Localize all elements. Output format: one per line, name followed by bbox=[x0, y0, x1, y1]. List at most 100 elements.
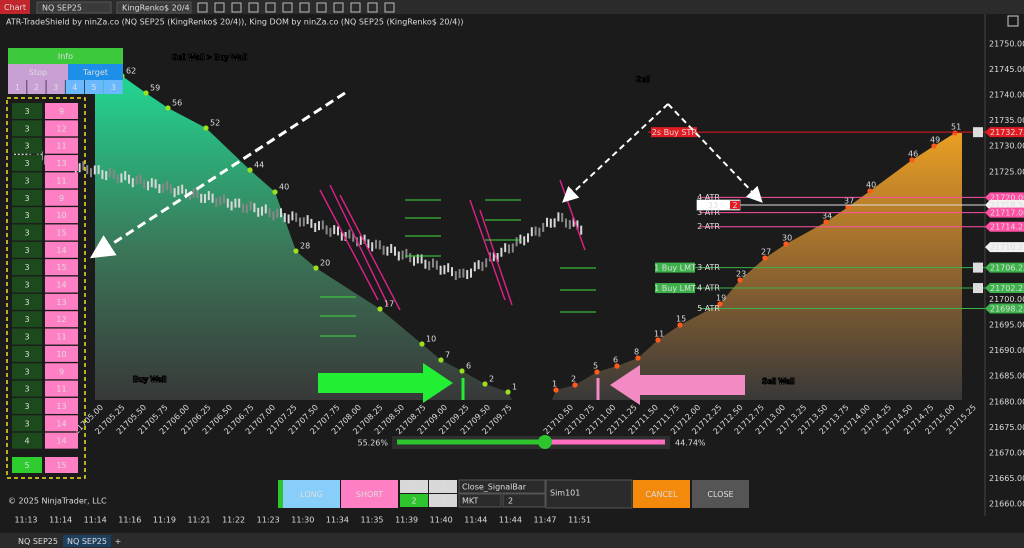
account-select[interactable] bbox=[545, 479, 633, 509]
info-header-label: Info bbox=[58, 52, 73, 61]
wall-point bbox=[823, 219, 829, 225]
time-tick-label: 11:39 bbox=[395, 516, 418, 525]
level-cell-label: 2 bbox=[34, 83, 39, 92]
candle bbox=[135, 175, 138, 185]
cancel-button[interactable] bbox=[633, 480, 690, 508]
candle bbox=[90, 168, 92, 178]
level-cell bbox=[104, 80, 123, 94]
quantity-button-label[interactable]: 2 bbox=[411, 497, 416, 506]
limit-order-tag-label[interactable]: 1 Buy LMT bbox=[654, 264, 696, 273]
dom-sell-cell-label: 13 bbox=[56, 298, 66, 307]
dom-sell-cell-label: 9 bbox=[59, 107, 64, 116]
quantity-button[interactable] bbox=[400, 494, 428, 507]
strategy-select[interactable] bbox=[458, 479, 546, 494]
close-button-label[interactable]: CLOSE bbox=[707, 490, 733, 499]
dom-sell-cell-label: 14 bbox=[56, 419, 66, 428]
close-order-button[interactable] bbox=[973, 127, 983, 138]
chart-tab-label[interactable]: Chart bbox=[4, 3, 26, 12]
instrument-tab-label[interactable]: NQ SEP25 bbox=[18, 537, 58, 546]
price-marker bbox=[985, 127, 1024, 138]
dom-sell-cell bbox=[45, 259, 78, 276]
dom-buy-cell-label: 3 bbox=[24, 176, 29, 185]
wall-point bbox=[165, 105, 171, 111]
candle bbox=[101, 170, 104, 180]
candle bbox=[226, 198, 229, 208]
dom-sell-cell bbox=[45, 207, 78, 224]
candle bbox=[504, 243, 507, 253]
close-order-button[interactable] bbox=[973, 283, 983, 294]
instrument-tab[interactable] bbox=[14, 535, 62, 547]
short-button-label[interactable]: SHORT bbox=[356, 490, 383, 499]
chart-tab[interactable] bbox=[0, 0, 30, 14]
dom-total-sell bbox=[45, 457, 78, 473]
dom-sell-cell-label: 10 bbox=[56, 350, 66, 359]
balance-handle[interactable] bbox=[538, 435, 552, 449]
time-tick-label: 11:47 bbox=[533, 516, 556, 525]
sell-wall-label: 11 bbox=[654, 330, 664, 339]
instrument-tab-label[interactable]: + bbox=[115, 537, 122, 546]
close-order-button[interactable] bbox=[973, 262, 983, 273]
toolbar-icon[interactable] bbox=[333, 2, 344, 13]
toolbar-icon[interactable] bbox=[265, 2, 276, 13]
wall-point bbox=[505, 389, 511, 395]
wall-point bbox=[867, 188, 873, 194]
instrument-select[interactable] bbox=[36, 1, 112, 14]
dom-sell-cell-label: 15 bbox=[56, 263, 66, 272]
candle bbox=[215, 197, 218, 207]
quantity-button[interactable] bbox=[400, 480, 428, 493]
atr-label: 3 ATR bbox=[697, 208, 720, 217]
quantity-button-label[interactable]: 3 bbox=[440, 483, 445, 492]
toolbar-icon[interactable] bbox=[299, 2, 310, 13]
toolbar-icon[interactable] bbox=[316, 2, 327, 13]
toolbar-icon[interactable] bbox=[350, 2, 361, 13]
toolbar-icon[interactable] bbox=[231, 2, 242, 13]
stop-order-tag[interactable] bbox=[651, 127, 697, 138]
toolbar-icon[interactable] bbox=[248, 2, 259, 13]
sell-wall-label: 19 bbox=[716, 294, 726, 303]
dom-sell-cell bbox=[45, 155, 78, 172]
long-button[interactable] bbox=[283, 480, 340, 508]
price-tick-label: 21695.00 bbox=[989, 321, 1024, 330]
quantity-button[interactable] bbox=[429, 494, 457, 507]
time-tick-label: 11:51 bbox=[568, 516, 591, 525]
toolbar-icon[interactable] bbox=[282, 2, 293, 13]
candle bbox=[181, 184, 184, 194]
toolbar-icon[interactable] bbox=[384, 2, 395, 13]
candle bbox=[546, 217, 548, 227]
price-marker-label: 21706.25 bbox=[990, 264, 1024, 273]
candle bbox=[401, 250, 404, 260]
toolbar-icon[interactable] bbox=[367, 2, 378, 13]
limit-order-tag[interactable] bbox=[655, 283, 695, 294]
trend-line bbox=[319, 189, 379, 301]
order-type-select[interactable] bbox=[458, 493, 502, 508]
limit-order-tag-label[interactable]: 1 Buy LMT bbox=[654, 284, 696, 293]
instrument-tab-label[interactable]: NQ SEP25 bbox=[67, 537, 107, 546]
dom-buy-cell bbox=[12, 172, 42, 189]
long-button-label[interactable]: LONG bbox=[300, 490, 323, 499]
quantity-input[interactable] bbox=[502, 493, 546, 508]
quantity-button-label[interactable]: 4 bbox=[440, 497, 445, 506]
bartype-select[interactable] bbox=[116, 1, 192, 14]
candle bbox=[470, 268, 472, 278]
quantity-button[interactable] bbox=[429, 480, 457, 493]
instrument-tab[interactable] bbox=[112, 535, 124, 547]
short-button[interactable] bbox=[341, 480, 398, 508]
price-tick-label: 21730.00 bbox=[989, 142, 1024, 151]
toolbar-icon[interactable] bbox=[214, 2, 225, 13]
candle bbox=[424, 259, 427, 269]
dom-sell-cell bbox=[45, 241, 78, 258]
instrument-tab[interactable] bbox=[63, 535, 111, 547]
quantity-button-label[interactable]: 1 bbox=[411, 483, 416, 492]
close-button[interactable] bbox=[692, 480, 749, 508]
level-cell bbox=[8, 80, 27, 94]
time-tick-label: 11:16 bbox=[118, 516, 141, 525]
cancel-button-label[interactable]: CANCEL bbox=[645, 490, 678, 499]
candle bbox=[363, 234, 366, 244]
tab-bar bbox=[0, 533, 1024, 548]
limit-order-tag[interactable] bbox=[655, 262, 695, 273]
toolbar-icon[interactable] bbox=[197, 2, 208, 13]
stop-order-tag-label[interactable]: 2s Buy STP bbox=[652, 128, 697, 137]
candle bbox=[280, 208, 282, 218]
settings-icon[interactable] bbox=[1007, 15, 1019, 27]
